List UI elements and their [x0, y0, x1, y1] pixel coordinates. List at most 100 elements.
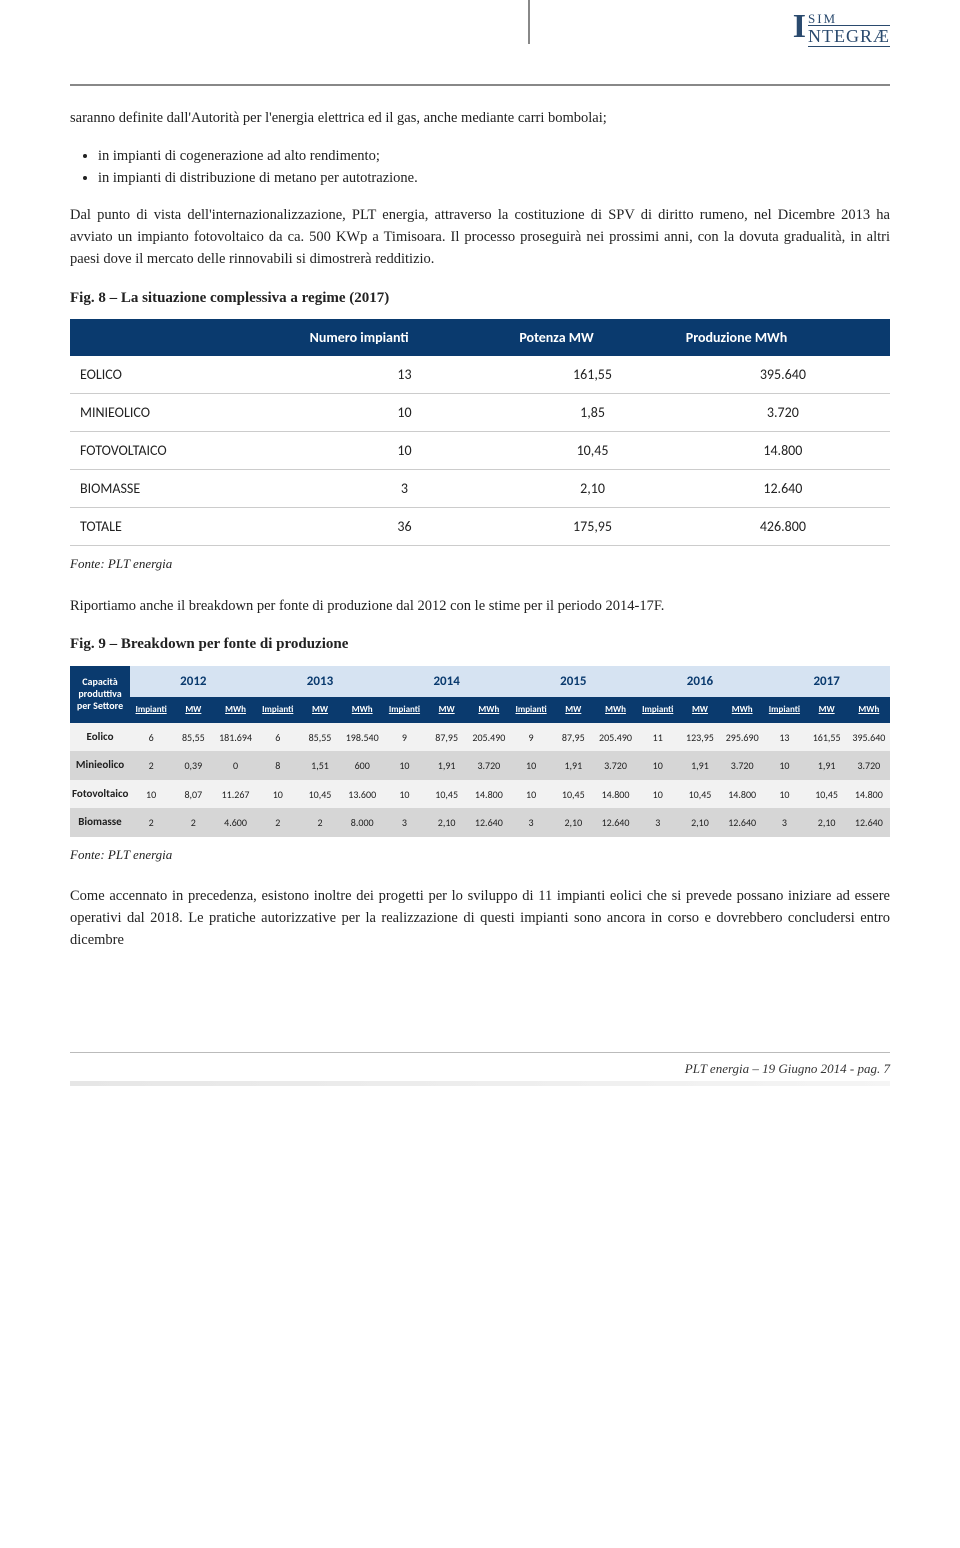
table-cell: 123,95: [679, 723, 721, 752]
table-cell: 12.640: [676, 470, 890, 508]
table-cell: 2: [130, 751, 172, 780]
tbl2-year: 2012: [130, 666, 257, 698]
table-cell: 0: [214, 751, 256, 780]
table-cell: 10: [637, 751, 679, 780]
table-cell: 85,55: [299, 723, 341, 752]
fig9-title: Fig. 9 – Breakdown per fonte di produzio…: [70, 633, 890, 656]
table-cell: 2,10: [679, 808, 721, 837]
table-cell: 1,51: [299, 751, 341, 780]
table-cell: 10,45: [806, 780, 848, 809]
table-cell: 3: [383, 808, 425, 837]
table-cell: 2,10: [509, 470, 675, 508]
table-cell: 2: [299, 808, 341, 837]
table-cell: 8: [257, 751, 299, 780]
brand-logo: I SIM NTEGRÆ: [793, 12, 890, 47]
tbl2-subheader: Impianti: [510, 697, 552, 723]
table-cell: 10: [763, 780, 805, 809]
table-cell: 10,45: [679, 780, 721, 809]
table-fig8: Numero impianti Potenza MW Produzione MW…: [70, 319, 890, 546]
table-cell: 2: [130, 808, 172, 837]
table-cell: 36: [300, 508, 510, 546]
table-cell: 11: [637, 723, 679, 752]
table-row: Biomasse224.600228.00032,1012.64032,1012…: [70, 808, 890, 837]
tbl2-row-label: Biomasse: [70, 808, 130, 837]
tbl2-subheader: Impianti: [637, 697, 679, 723]
table-cell: 161,55: [806, 723, 848, 752]
header-vertical-mark: [528, 0, 530, 44]
tbl2-subheader: MW: [172, 697, 214, 723]
table-cell: 10: [763, 751, 805, 780]
table-cell: 3: [763, 808, 805, 837]
tbl2-subheader: MW: [806, 697, 848, 723]
table-cell: 175,95: [509, 508, 675, 546]
source-fig8: Fonte: PLT energia: [70, 554, 890, 574]
para-internationalization: Dal punto di vista dell'internazionalizz…: [70, 205, 890, 270]
table-cell: 2,10: [426, 808, 468, 837]
table-cell: 600: [341, 751, 383, 780]
bullet-list: in impianti di cogenerazione ad alto ren…: [98, 146, 890, 190]
table-cell: 10: [300, 432, 510, 470]
table-cell: 3: [510, 808, 552, 837]
table-cell: 8.000: [341, 808, 383, 837]
table-cell: 1,91: [806, 751, 848, 780]
table-cell: 14.800: [721, 780, 763, 809]
table-cell: 14.800: [468, 780, 510, 809]
header-rule: [70, 84, 890, 86]
table-cell: 3.720: [594, 751, 636, 780]
table-cell: 0,39: [172, 751, 214, 780]
tbl2-subheader: MWh: [468, 697, 510, 723]
table-cell: 8,07: [172, 780, 214, 809]
table-cell: 6: [130, 723, 172, 752]
tbl2-subheader: MWh: [848, 697, 890, 723]
table-cell: 426.800: [676, 508, 890, 546]
table-cell: EOLICO: [70, 356, 300, 394]
table-cell: 6: [257, 723, 299, 752]
table-cell: 3.720: [676, 394, 890, 432]
table-cell: 12.640: [848, 808, 890, 837]
table-cell: 10,45: [509, 432, 675, 470]
fig8-title: Fig. 8 – La situazione complessiva a reg…: [70, 287, 890, 310]
tbl1-hdr-impianti: Numero impianti: [300, 319, 510, 356]
table-cell: 13.600: [341, 780, 383, 809]
table-row: FOTOVOLTAICO1010,4514.800: [70, 432, 890, 470]
table-cell: 161,55: [509, 356, 675, 394]
table-cell: 1,85: [509, 394, 675, 432]
table-cell: 4.600: [214, 808, 256, 837]
para-intro: saranno definite dall'Autorità per l'ene…: [70, 108, 890, 130]
table-cell: 1,91: [426, 751, 468, 780]
table-row: MINIEOLICO101,853.720: [70, 394, 890, 432]
tbl2-subheader: MWh: [721, 697, 763, 723]
table-cell: 10: [300, 394, 510, 432]
tbl2-subheader: MWh: [214, 697, 256, 723]
table-cell: 9: [510, 723, 552, 752]
tbl2-subheader: MW: [426, 697, 468, 723]
table-cell: 205.490: [594, 723, 636, 752]
table-cell: 3.720: [468, 751, 510, 780]
table-row: EOLICO13161,55395.640: [70, 356, 890, 394]
list-item: in impianti di distribuzione di metano p…: [98, 168, 890, 190]
table-cell: 11.267: [214, 780, 256, 809]
footer-text: PLT energia – 19 Giugno 2014 - pag. 7: [685, 1061, 890, 1076]
table-row: Fotovoltaico108,0711.2671010,4513.600101…: [70, 780, 890, 809]
table-fig9: Capacità produttiva per Settore 2012 201…: [70, 666, 890, 837]
table-cell: 14.800: [848, 780, 890, 809]
table-cell: 395.640: [676, 356, 890, 394]
tbl2-subheader: MWh: [341, 697, 383, 723]
tbl1-hdr-produzione: Produzione MWh: [676, 319, 890, 356]
table-cell: 10: [510, 780, 552, 809]
table-cell: 3: [300, 470, 510, 508]
table-cell: 10: [130, 780, 172, 809]
table-cell: TOTALE: [70, 508, 300, 546]
table-cell: 2,10: [806, 808, 848, 837]
table-row: BIOMASSE32,1012.640: [70, 470, 890, 508]
tbl2-year: 2014: [383, 666, 510, 698]
table-cell: 3.720: [721, 751, 763, 780]
table-cell: 10: [257, 780, 299, 809]
table-cell: 12.640: [468, 808, 510, 837]
tbl2-year: 2015: [510, 666, 637, 698]
source-fig9: Fonte: PLT energia: [70, 845, 890, 865]
table-cell: 205.490: [468, 723, 510, 752]
table-cell: 13: [763, 723, 805, 752]
table-cell: 10,45: [426, 780, 468, 809]
table-cell: 395.640: [848, 723, 890, 752]
